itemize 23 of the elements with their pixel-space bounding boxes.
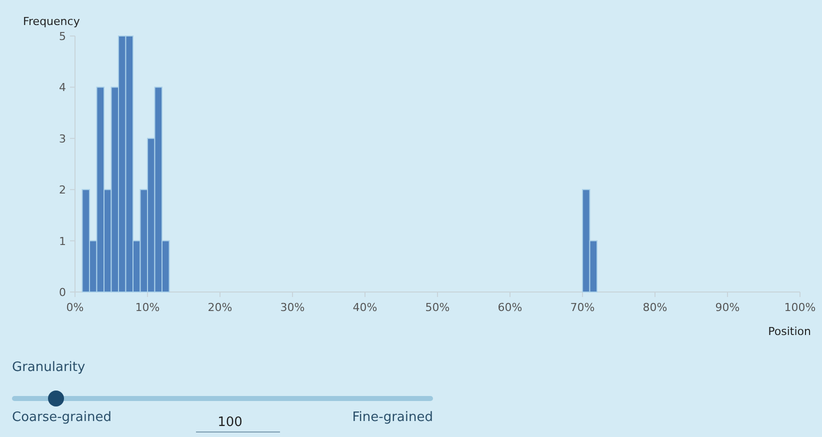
y-tick-label: 3 — [59, 132, 66, 146]
x-axis-title: Position — [768, 325, 812, 338]
y-axis-title: Frequency — [23, 15, 80, 28]
x-tick-label: 10% — [135, 301, 160, 314]
y-tick-label: 4 — [59, 81, 66, 94]
x-tick-label: 60% — [498, 301, 522, 314]
y-tick-label: 1 — [59, 234, 66, 248]
x-tick-label: 30% — [280, 301, 305, 314]
x-tick-label: 70% — [570, 301, 595, 314]
x-tick-label: 20% — [208, 301, 232, 314]
x-tick-label: 50% — [425, 301, 450, 314]
text: Fine-grained — [352, 410, 433, 425]
x-tick-label: 0% — [66, 301, 84, 314]
y-tick-label: 2 — [59, 184, 66, 197]
y-tick-label: 5 — [59, 30, 66, 43]
y-tick-label: 0 — [59, 286, 66, 299]
text: Granularity — [12, 360, 86, 375]
x-tick-label: 40% — [352, 301, 378, 314]
x-tick-label: 100% — [784, 301, 816, 314]
x-tick-label: 90% — [715, 301, 740, 314]
x-tick-label: 80% — [642, 301, 668, 314]
text: 100 — [218, 415, 242, 430]
text: Coarse-grained — [12, 410, 112, 425]
